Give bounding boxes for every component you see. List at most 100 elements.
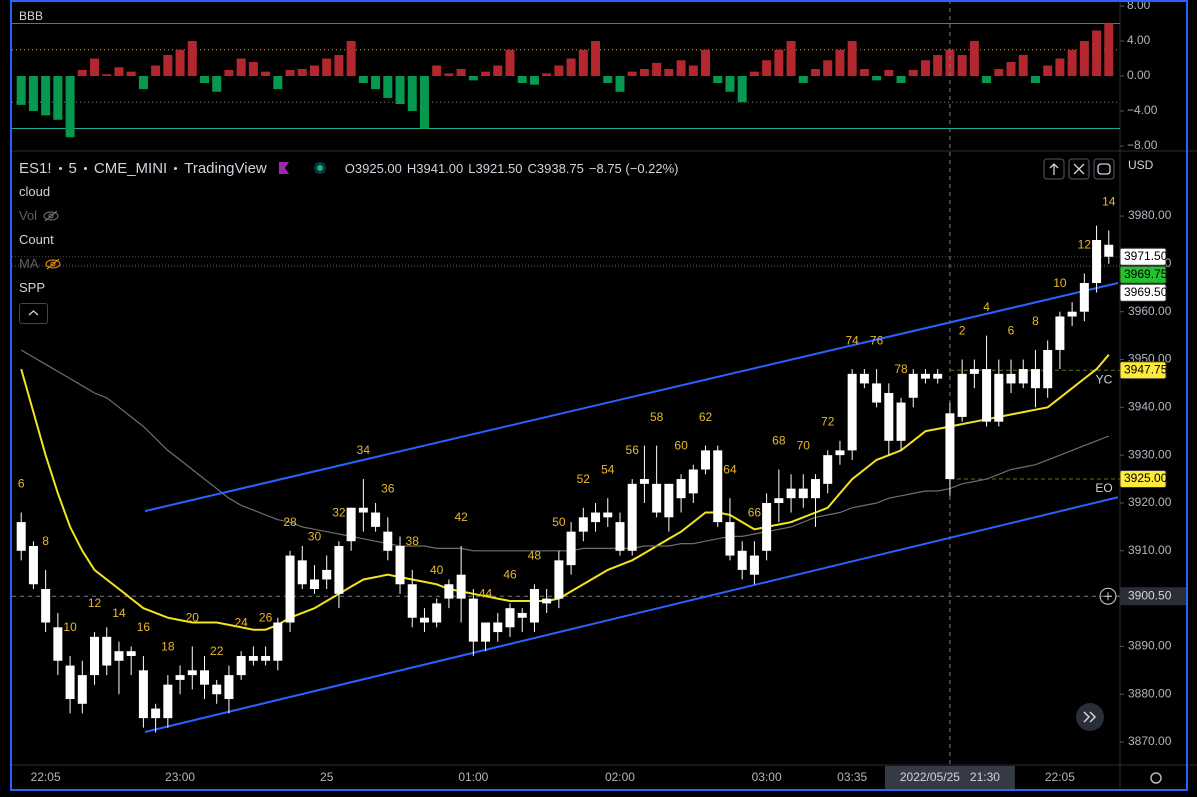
histogram-bar — [1006, 62, 1016, 77]
y-tick-label: 3940.00 — [1128, 400, 1172, 414]
flag-icon[interactable] — [277, 161, 291, 175]
x-tick-label: 03:35 — [837, 770, 867, 784]
candle-body — [627, 483, 637, 551]
count-label: 34 — [357, 443, 371, 457]
y-tick-label: 8.00 — [1127, 0, 1151, 12]
hidden-icon[interactable] — [43, 210, 59, 222]
candle-body — [603, 512, 613, 518]
y-tick-label: 3930.00 — [1128, 447, 1172, 461]
histogram-bar — [762, 60, 772, 77]
candle-body — [41, 589, 51, 623]
count-label: 32 — [332, 505, 346, 519]
histogram-bar — [591, 41, 601, 77]
count-label: 42 — [454, 510, 468, 524]
candle-body — [652, 483, 662, 513]
candle-body — [1067, 311, 1077, 317]
count-label: 52 — [577, 472, 591, 486]
histogram-bar — [419, 76, 429, 129]
candle-body — [566, 531, 576, 566]
histogram-bar — [371, 76, 381, 90]
count-label: 68 — [772, 434, 786, 448]
restore-button[interactable] — [1093, 158, 1115, 180]
histogram-bar — [713, 76, 723, 84]
candle-body — [1055, 316, 1065, 350]
histogram-bar — [847, 41, 857, 77]
icon — [1104, 592, 1112, 601]
histogram-bar — [481, 71, 491, 77]
histogram-bar — [957, 55, 967, 77]
count-label: 12 — [88, 596, 102, 610]
ohlc-value: O3925.00 — [344, 160, 402, 176]
candle-body — [322, 569, 332, 580]
count-label: 54 — [601, 462, 615, 476]
candle-body — [1104, 244, 1114, 257]
histogram-bar — [41, 76, 51, 116]
histogram-bar — [16, 76, 26, 105]
candle-body — [542, 598, 552, 604]
x-tick-label: 03:00 — [752, 770, 782, 784]
candle-body — [346, 507, 356, 542]
candle-body — [273, 622, 283, 661]
indicator-row: MA — [19, 252, 61, 276]
histogram-bar — [920, 60, 930, 77]
candle-body — [493, 622, 503, 633]
histogram-bar — [664, 69, 674, 77]
candle-body — [517, 612, 527, 618]
count-label: 30 — [308, 529, 322, 543]
candle-body — [444, 584, 454, 599]
count-label: 24 — [234, 615, 248, 629]
candle-body — [847, 373, 857, 451]
histogram-bar — [529, 76, 539, 85]
candle-body — [1018, 369, 1028, 384]
histogram-bar — [542, 73, 552, 77]
histogram-bar — [749, 71, 759, 77]
histogram-bar — [737, 76, 747, 103]
histogram-bar — [28, 76, 38, 111]
candle-body — [77, 675, 87, 704]
y-tick-label: 0.00 — [1127, 68, 1151, 82]
histogram-bar — [53, 76, 63, 120]
hidden-icon[interactable] — [45, 258, 61, 270]
count-label: 8 — [42, 534, 49, 548]
candle-body — [1092, 239, 1102, 284]
candle-body — [529, 589, 539, 623]
y-tick-label: 4.00 — [1127, 33, 1151, 47]
crosshair-add-button[interactable] — [1099, 587, 1117, 605]
histogram-bar — [200, 76, 209, 84]
candle-body — [358, 507, 368, 513]
trend-line — [144, 282, 1119, 513]
candle-body — [859, 373, 869, 384]
y-tick-label: −4.00 — [1127, 103, 1158, 117]
count-label: 74 — [845, 333, 859, 347]
histogram-bar — [823, 60, 833, 77]
settings-button[interactable] — [1150, 772, 1162, 784]
y-tick-label: −8.00 — [1127, 138, 1158, 152]
candle-body — [639, 479, 649, 484]
collapse-button[interactable] — [19, 303, 48, 324]
candle-body — [407, 584, 417, 618]
candle-body — [1079, 283, 1089, 312]
move-up-button[interactable] — [1043, 158, 1065, 180]
indicator-name: cloud — [19, 184, 51, 199]
candle-body — [749, 555, 759, 575]
source: TradingView — [184, 159, 267, 177]
candle-body — [505, 608, 515, 628]
candle-body — [823, 455, 833, 484]
icon — [28, 310, 39, 316]
histogram-bar — [652, 62, 662, 77]
icon — [1073, 163, 1085, 175]
price-label: 3947.75 — [1124, 362, 1168, 376]
maximize-button[interactable] — [1068, 158, 1090, 180]
ohlc-value: L3921.50 — [468, 160, 523, 176]
count-label: 66 — [748, 505, 762, 519]
count-label: 60 — [674, 438, 688, 452]
indicator-name: Vol — [19, 208, 38, 223]
histogram-bar — [908, 69, 918, 77]
candle-body — [224, 675, 234, 700]
candle-body — [456, 574, 466, 599]
count-label: 72 — [821, 415, 835, 429]
histogram-bar — [163, 55, 173, 77]
candle-body — [200, 670, 209, 685]
count-label: 58 — [650, 410, 664, 424]
scroll-button[interactable] — [1076, 703, 1104, 731]
